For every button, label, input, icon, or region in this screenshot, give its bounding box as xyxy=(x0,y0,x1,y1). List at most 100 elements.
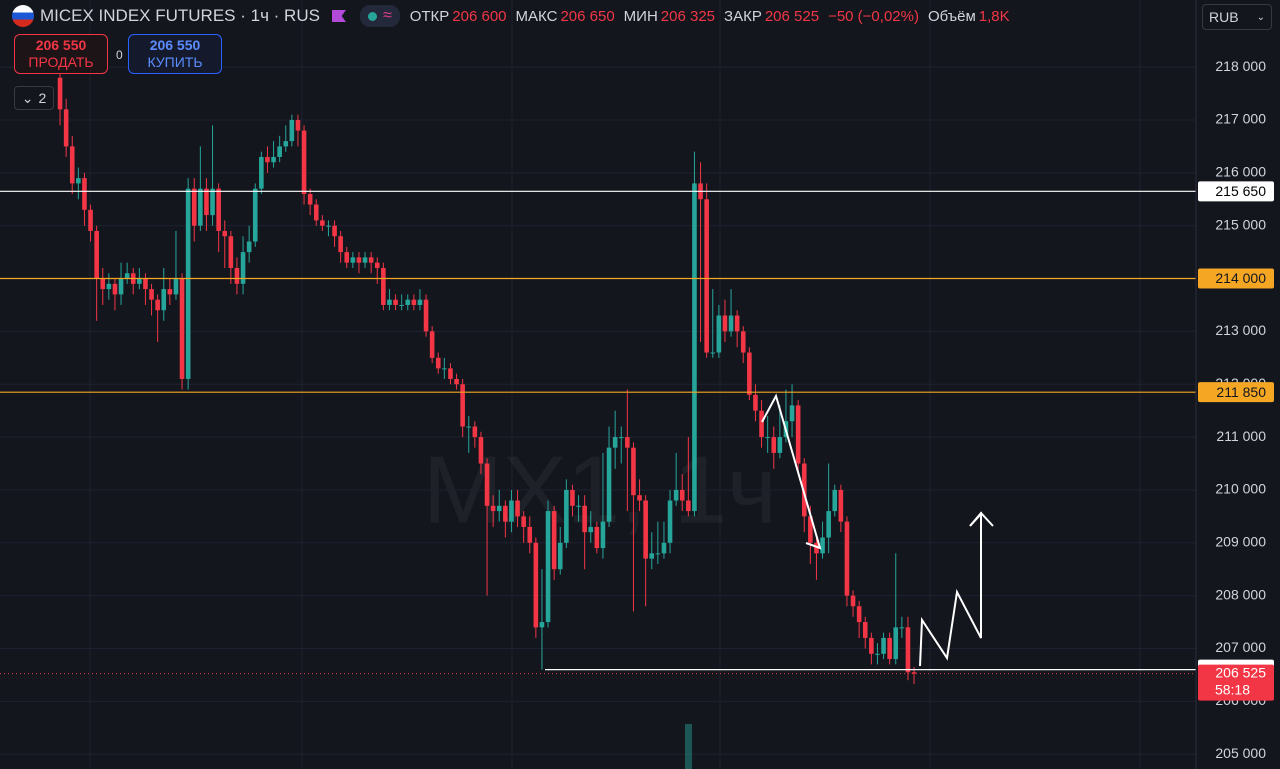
candle-body xyxy=(759,410,764,438)
candle-body xyxy=(631,447,636,496)
y-tick-label: 218 000 xyxy=(1215,58,1266,74)
candle-body xyxy=(106,283,112,290)
high-label: МАКС xyxy=(515,7,558,25)
candle-body xyxy=(625,437,630,448)
candle-body xyxy=(356,257,362,263)
y-tick-label: 217 000 xyxy=(1215,111,1266,127)
candle-body xyxy=(808,516,813,543)
candle-body xyxy=(747,352,752,395)
close-value: 206 525 xyxy=(764,7,820,25)
candle-body xyxy=(643,500,648,559)
candle-body xyxy=(448,368,453,379)
y-tick-label: 210 000 xyxy=(1215,481,1266,497)
candle-body xyxy=(118,278,124,295)
indicators-toggle[interactable]: ⌄ 2 xyxy=(14,86,54,110)
open-value: 206 600 xyxy=(452,7,507,25)
candle-body xyxy=(57,77,63,110)
currency-select[interactable]: RUB ⌄ xyxy=(1202,4,1272,30)
price-label: 214 000 xyxy=(1215,270,1266,286)
candle-body xyxy=(216,188,221,231)
candle-body xyxy=(570,489,575,506)
candle-body xyxy=(76,178,81,184)
candle-body xyxy=(771,437,777,453)
candle-body xyxy=(344,252,350,263)
sell-price: 206 550 xyxy=(35,37,87,53)
candle-body xyxy=(850,595,856,607)
candle-body xyxy=(399,304,404,306)
candle-body xyxy=(862,622,868,638)
status[interactable]: ≈ xyxy=(359,5,400,27)
candle-body xyxy=(338,236,343,253)
candle-body xyxy=(161,289,167,311)
candle-body xyxy=(661,542,667,554)
y-tick-label: 208 000 xyxy=(1215,586,1266,602)
buy-button[interactable]: 206 550 КУПИТЬ xyxy=(128,34,222,74)
candle-body xyxy=(686,500,691,512)
candle-body xyxy=(332,225,337,237)
candle-body xyxy=(326,225,331,227)
candle-body xyxy=(124,273,130,279)
candle-body xyxy=(673,489,679,501)
y-tick-label: 216 000 xyxy=(1215,164,1266,180)
status-icon: ≈ xyxy=(382,7,392,24)
candle-body xyxy=(600,521,606,549)
candle-body xyxy=(655,553,661,555)
change: −50 (−0,02%) xyxy=(828,7,919,25)
flag xyxy=(12,5,34,27)
y-tick-label: 213 000 xyxy=(1215,322,1266,338)
candle-body xyxy=(844,521,850,596)
price-label: 215 650 xyxy=(1215,183,1266,199)
last-price-label: 206 525 xyxy=(1215,664,1266,680)
candle-body xyxy=(442,368,447,370)
spread: 0 xyxy=(116,48,123,62)
candle-body xyxy=(649,553,655,559)
candle-body xyxy=(295,119,301,131)
candle-body xyxy=(143,278,148,290)
candle-body xyxy=(112,283,118,295)
candle-body xyxy=(490,505,496,512)
candle-body xyxy=(411,299,417,305)
candle-body xyxy=(777,437,783,453)
candle-body xyxy=(795,405,801,464)
candle-body xyxy=(167,289,173,295)
candle-body xyxy=(265,156,270,163)
volume-label: Объём xyxy=(927,7,976,25)
candle-body xyxy=(350,257,356,263)
y-tick-label: 207 000 xyxy=(1215,639,1266,655)
open-label: ОТКР xyxy=(409,7,450,25)
drawing-zigzag xyxy=(761,393,822,550)
candle-body xyxy=(252,188,258,242)
candle-body xyxy=(875,653,880,655)
candle-body xyxy=(716,315,722,353)
candle-body xyxy=(88,209,93,231)
candle-body xyxy=(539,622,545,628)
candle-body xyxy=(521,516,526,527)
sell-label: ПРОДАТЬ xyxy=(28,54,94,70)
flag-tag[interactable] xyxy=(331,10,346,22)
candle-body xyxy=(911,672,917,674)
indicators-count: 2 xyxy=(38,90,47,106)
candle-body xyxy=(417,299,423,305)
sell-button[interactable]: 206 550 ПРОДАТЬ xyxy=(14,34,108,74)
buy-label: КУПИТЬ xyxy=(147,54,203,70)
candle-body xyxy=(869,637,874,654)
price-label-bg xyxy=(1198,181,1274,202)
candle-body xyxy=(527,526,533,543)
candle-body xyxy=(69,146,75,184)
candle-body xyxy=(301,130,307,194)
candle-body xyxy=(82,178,87,210)
candle-body xyxy=(173,278,179,295)
candle-body xyxy=(137,278,142,284)
candle-body xyxy=(496,505,502,512)
candle-body xyxy=(362,257,368,263)
candle-body xyxy=(637,495,642,501)
candle-body xyxy=(94,230,99,279)
candle-body xyxy=(789,405,795,422)
candle-body xyxy=(435,357,441,369)
candle-body xyxy=(191,188,197,226)
candle-body xyxy=(466,426,472,428)
candle-body xyxy=(484,463,490,506)
candle-body xyxy=(899,627,905,629)
